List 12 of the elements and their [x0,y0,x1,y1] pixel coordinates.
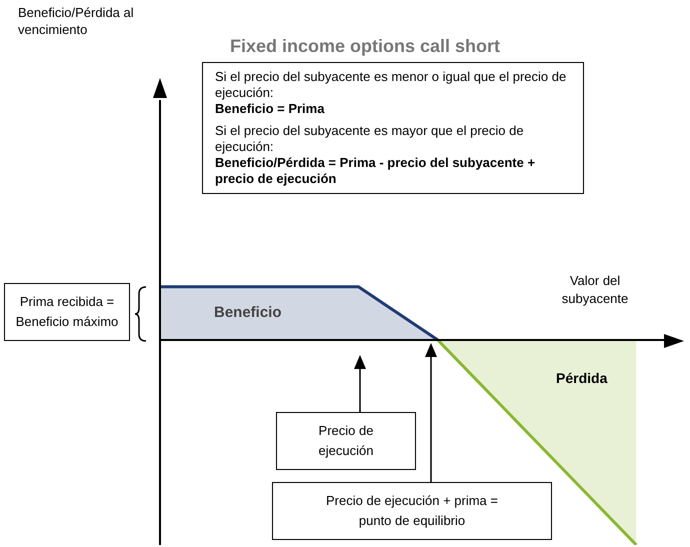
text: Prima recibida = Beneficio máximo [4,283,130,341]
x-axis-title: Valor del subyacente [560,272,630,308]
callout-box: Precio de ejecución [276,412,416,470]
text: Beneficio/Pérdida = Prima - precio del subyacente + precio de ejecución [215,155,536,187]
chart-title: Fixed income options call short [230,36,500,57]
text: Beneficio/Pérdida al vencimiento [18,4,135,38]
annotation: Pérdida [556,370,608,386]
text: Si el precio del subyacente es mayor que el precio de ejecución: [215,123,525,155]
text: Beneficio = Prima [215,101,326,117]
text: Si el precio del subyacente es menor o igual que el precio de ejecución: [215,69,568,101]
annotation: Beneficio [214,304,282,321]
callout-box: Precio de ejecución + prima = punto de equilibrio [272,482,552,540]
